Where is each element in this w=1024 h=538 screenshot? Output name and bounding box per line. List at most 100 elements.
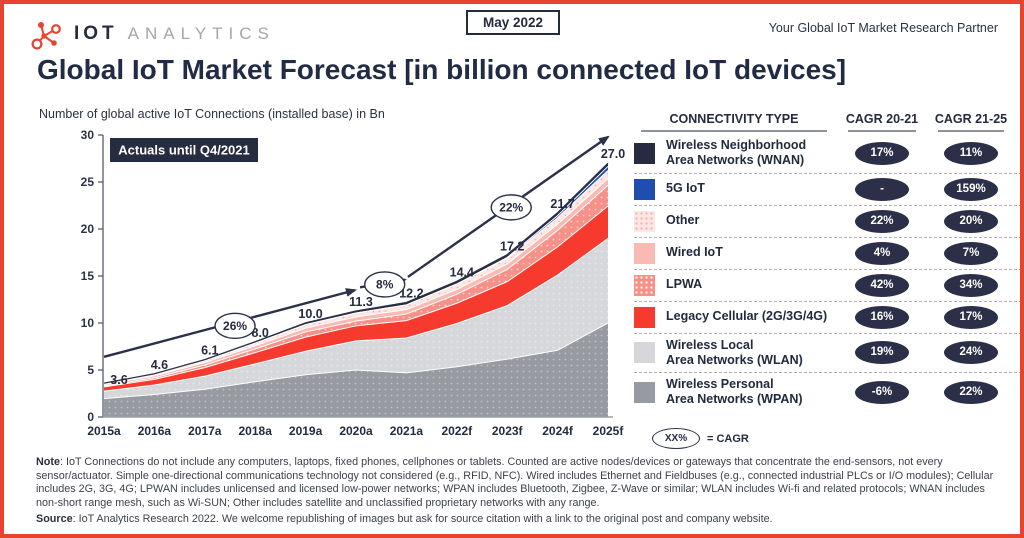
logo-text-iot: IOT <box>74 23 118 44</box>
cagr-pill: 22% <box>944 380 998 404</box>
svg-text:26%: 26% <box>223 319 247 333</box>
area-wlan <box>104 238 608 399</box>
svg-text:6.1: 6.1 <box>201 344 218 358</box>
cagr-pill: 34% <box>944 273 998 297</box>
legacy-cellular-swatch <box>634 306 655 328</box>
cagr-key-text: = CAGR <box>707 432 749 445</box>
legend-header-cagr-21-25: CAGR 21-25 <box>930 112 1012 132</box>
cagr-pill: -6% <box>855 380 909 404</box>
svg-text:0: 0 <box>87 410 94 424</box>
svg-text:2019a: 2019a <box>289 424 323 438</box>
footnotes: Note: IoT Connections do not include any… <box>36 456 994 530</box>
svg-text:15: 15 <box>81 269 95 283</box>
svg-text:2024f: 2024f <box>542 424 574 438</box>
legend-label: Legacy Cellular (2G/3G/4G) <box>666 309 828 324</box>
legend-label: Wireless Personal Area Networks (WPAN) <box>666 377 803 407</box>
svg-text:2015a: 2015a <box>87 424 121 438</box>
svg-text:4.6: 4.6 <box>151 358 168 372</box>
cagr-pill: 16% <box>855 305 909 329</box>
forecast-chart: 0 5 10 15 20 25 30 2015a 2016a 2017a 2018a 2019a 202… <box>81 128 626 438</box>
svg-text:11.3: 11.3 <box>349 295 373 309</box>
legend-label: Wireless Local Area Networks (WLAN) <box>666 337 803 367</box>
cagr-pill: 11% <box>944 141 998 165</box>
svg-text:3.6: 3.6 <box>110 373 127 387</box>
legend-rows: Wireless Neighborhood Area Networks (WNA… <box>634 134 1020 412</box>
layer-boundary <box>103 178 609 386</box>
molecule-logo-icon <box>31 22 61 50</box>
cagr-key: XX% = CAGR <box>652 428 749 449</box>
legend-label: LPWA <box>666 277 703 292</box>
svg-text:2017a: 2017a <box>188 424 222 438</box>
legend-header-type: CONNECTIVITY TYPE <box>634 112 834 132</box>
iot-analytics-logo: IOT ANALYTICS <box>30 18 275 50</box>
source-paragraph: Source: IoT Analytics Research 2022. We … <box>36 513 773 526</box>
legend-row-lpwa: LPWA 42% 34% <box>634 270 1020 302</box>
svg-text:21.7: 21.7 <box>550 197 574 211</box>
layer-boundary <box>103 237 609 392</box>
legend-label: Wired IoT <box>666 245 723 260</box>
svg-text:2023f: 2023f <box>492 424 524 438</box>
legend-row-other: Other 22% 20% <box>634 206 1020 238</box>
svg-text:2018a: 2018a <box>239 424 273 438</box>
legend-row-wpan: Wireless Personal Area Networks (WPAN) -… <box>634 373 1020 412</box>
cagr-pill: - <box>855 177 909 201</box>
chart-area: 0 5 10 15 20 25 30 2015a 2016a 2017a 2018a 2019a 202… <box>30 118 626 452</box>
svg-text:2021a: 2021a <box>390 424 424 438</box>
cagr-pill: 159% <box>944 177 998 201</box>
svg-text:27.0: 27.0 <box>601 147 625 161</box>
layer-boundary <box>103 165 609 385</box>
cagr-pill: 7% <box>944 241 998 265</box>
cagr-pill: 4% <box>855 241 909 265</box>
svg-text:25: 25 <box>81 175 95 189</box>
svg-text:30: 30 <box>81 128 95 142</box>
5g-swatch <box>634 178 655 200</box>
cagr-pill: 17% <box>944 305 998 329</box>
layer-boundary <box>103 184 609 387</box>
axes: 0 5 10 15 20 25 30 2015a 2016a 2017a 2018a 2019a 202… <box>81 128 625 438</box>
cagr-key-oval: XX% <box>652 428 700 449</box>
page-title: Global IoT Market Forecast [in billion c… <box>37 54 847 85</box>
tagline: Your Global IoT Market Research Partner <box>768 21 998 35</box>
wnan-swatch <box>634 142 655 164</box>
logo-text-analytics: ANALYTICS <box>127 24 275 43</box>
svg-text:20: 20 <box>81 222 95 236</box>
legend-label: Wireless Neighborhood Area Networks (WNA… <box>666 138 807 168</box>
svg-text:14.4: 14.4 <box>450 266 474 280</box>
layer-boundary <box>103 322 609 400</box>
cagr-pill: 17% <box>855 141 909 165</box>
svg-text:2020a: 2020a <box>339 424 373 438</box>
legend-label: Other <box>666 213 700 228</box>
svg-text:8%: 8% <box>376 277 394 291</box>
header-underline <box>641 130 827 132</box>
legend-header-row: CONNECTIVITY TYPE CAGR 20-21 CAGR 21-25 <box>634 112 1020 132</box>
actuals-badge: Actuals until Q4/2021 <box>110 138 258 162</box>
legend-row-wnan: Wireless Neighborhood Area Networks (WNA… <box>634 134 1020 174</box>
svg-text:2025f: 2025f <box>593 424 625 438</box>
legend-row-5g: 5G IoT - 159% <box>634 174 1020 206</box>
svg-text:17.2: 17.2 <box>500 239 524 253</box>
svg-text:12.2: 12.2 <box>399 286 423 300</box>
date-badge: May 2022 <box>466 10 561 35</box>
cagr-pill: 42% <box>855 273 909 297</box>
header-underline <box>938 130 1004 132</box>
svg-text:5: 5 <box>87 363 94 377</box>
svg-text:Actuals until Q4/2021: Actuals until Q4/2021 <box>118 143 250 158</box>
area-legacy <box>104 205 608 392</box>
lpwa-swatch <box>634 274 655 296</box>
legend-table: CONNECTIVITY TYPE CAGR 20-21 CAGR 21-25 … <box>634 112 1020 412</box>
total-line <box>103 162 609 384</box>
legend-row-wired: Wired IoT 4% 7% <box>634 238 1020 270</box>
data-labels: 3.6 4.6 6.1 8.0 10.0 11.3 12.2 14.4 17.2 21.7 27.0 <box>110 147 625 387</box>
svg-text:8.0: 8.0 <box>252 326 269 340</box>
legend-label: 5G IoT <box>666 181 705 196</box>
legend-header-cagr-20-21: CAGR 20-21 <box>834 112 930 132</box>
legend-row-legacy-cellular: Legacy Cellular (2G/3G/4G) 16% 17% <box>634 302 1020 334</box>
cagr-pill: 24% <box>944 341 998 365</box>
header-underline <box>848 130 916 132</box>
cagr-pill: 19% <box>855 341 909 365</box>
wpan-swatch <box>634 381 655 403</box>
svg-text:2016a: 2016a <box>138 424 172 438</box>
svg-text:10: 10 <box>81 316 95 330</box>
svg-text:22%: 22% <box>499 200 523 214</box>
